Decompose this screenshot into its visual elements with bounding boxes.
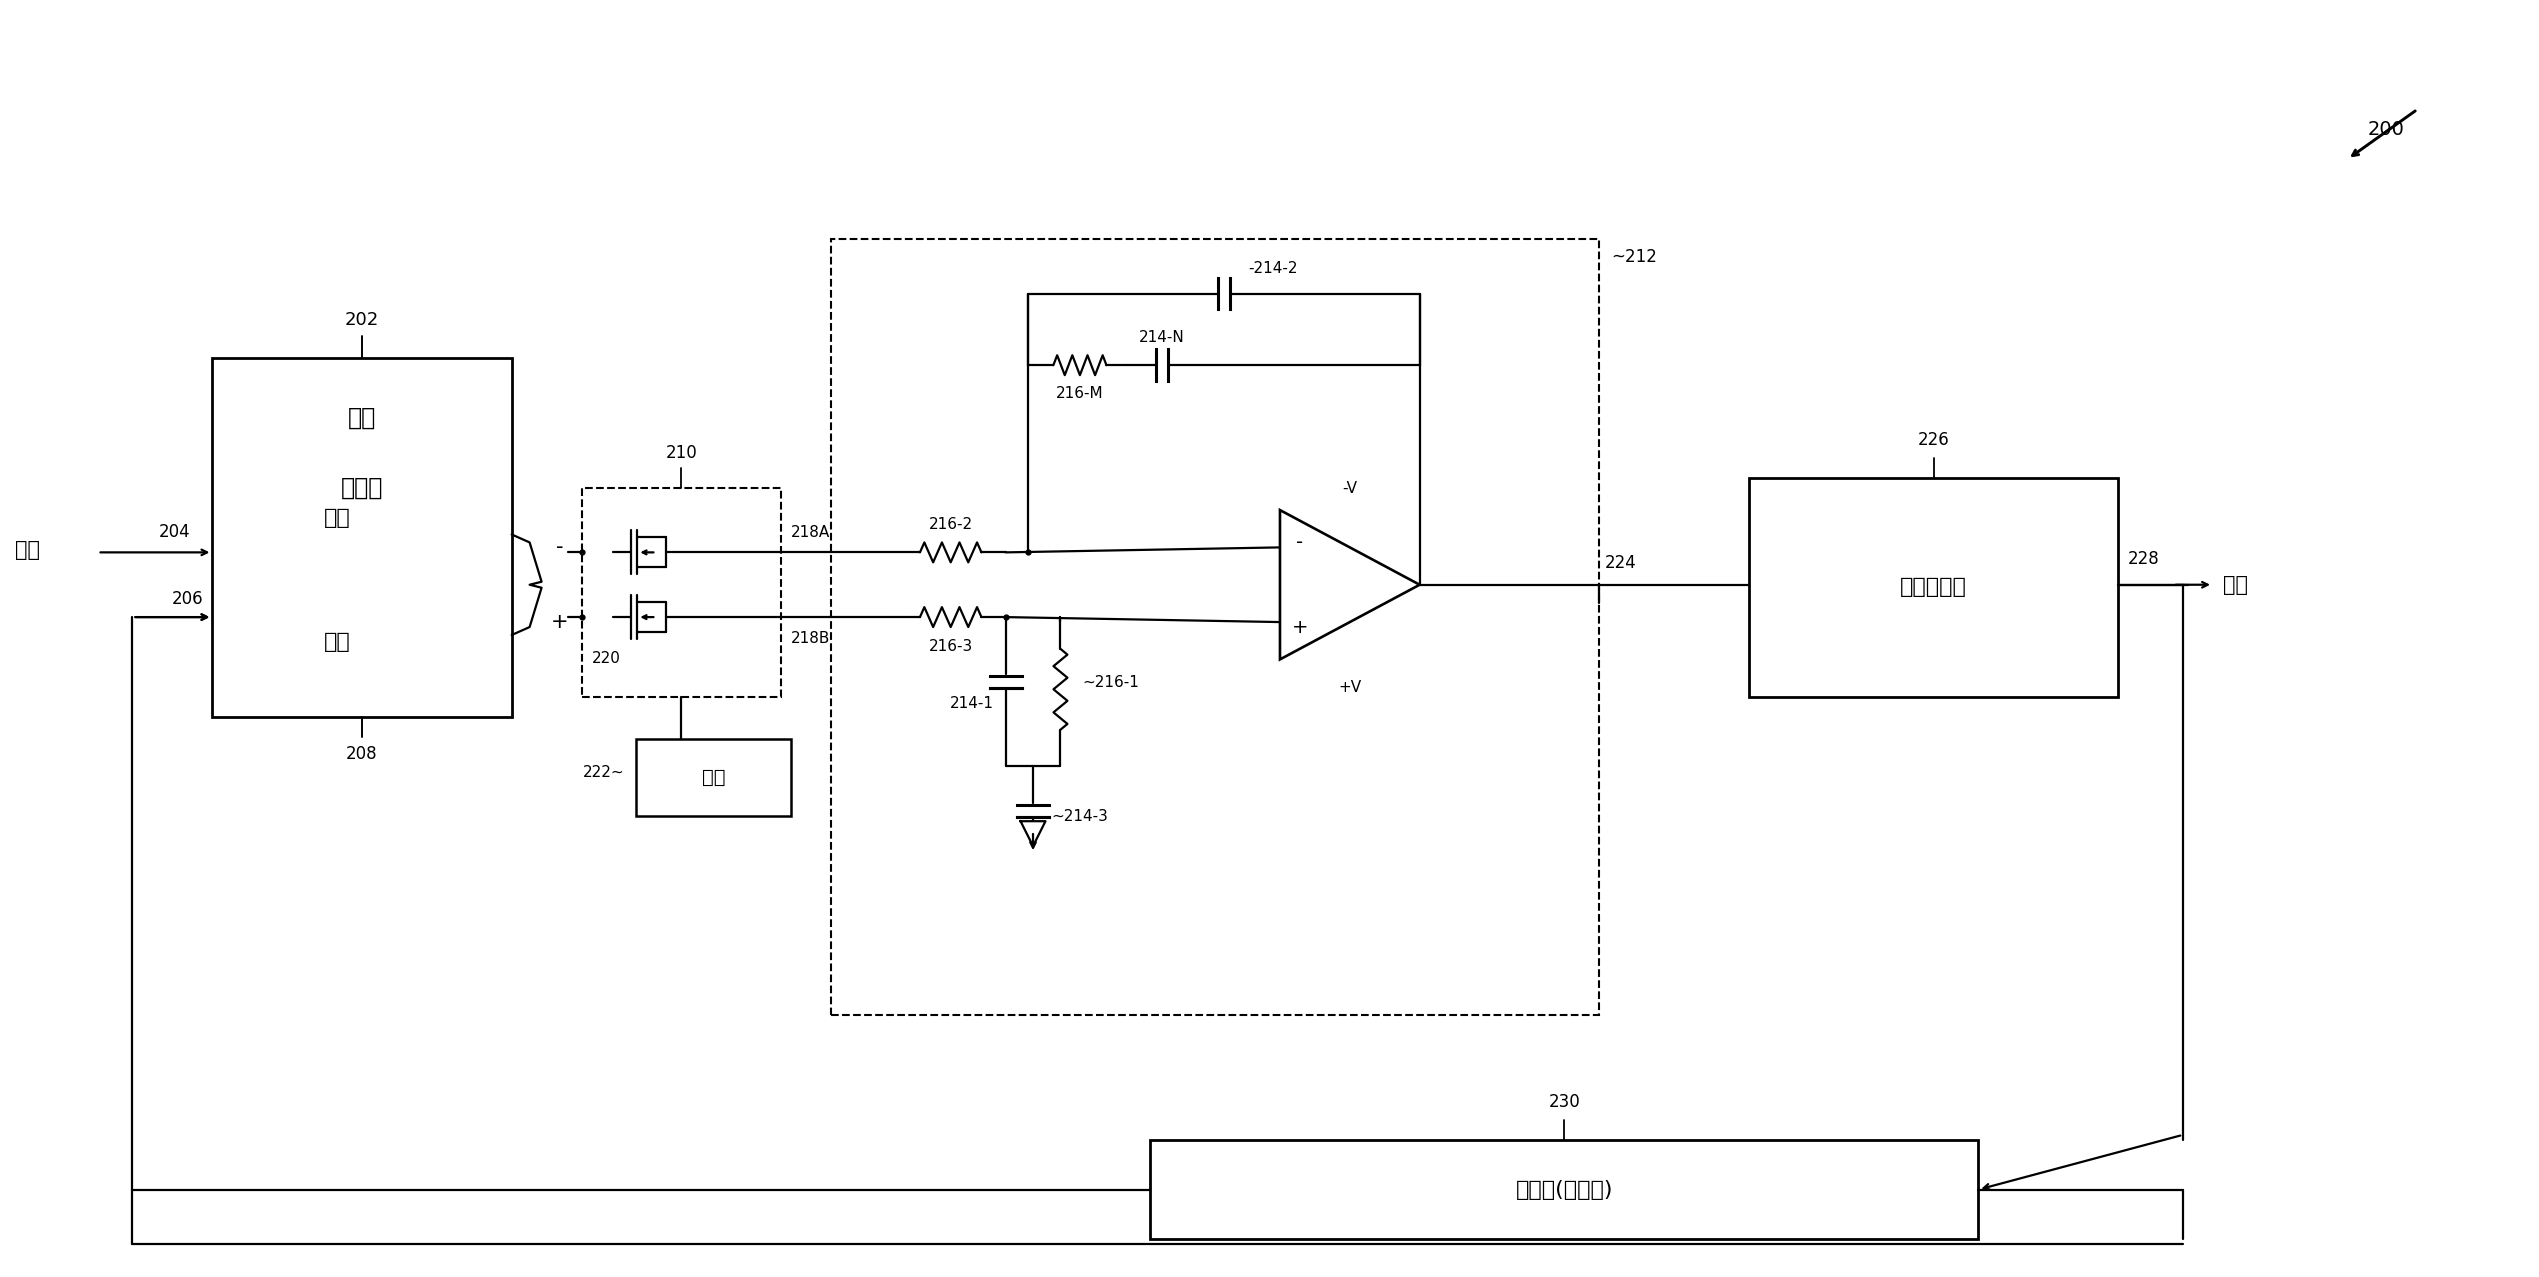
Text: 反馈: 反馈 <box>322 632 350 653</box>
Bar <box>581 488 782 697</box>
Text: +: + <box>1292 618 1308 636</box>
Text: -: - <box>1297 533 1303 552</box>
Text: 230: 230 <box>1549 1093 1579 1111</box>
Text: ~212: ~212 <box>1612 248 1658 266</box>
Text: 208: 208 <box>345 746 378 764</box>
Text: 检测器: 检测器 <box>340 475 383 499</box>
Bar <box>830 239 1600 1015</box>
Text: 216-2: 216-2 <box>929 517 972 533</box>
Text: 压控振荚器: 压控振荚器 <box>1899 577 1968 598</box>
Text: 216-3: 216-3 <box>929 640 972 655</box>
Text: 214-N: 214-N <box>1140 329 1186 345</box>
Text: 输入: 输入 <box>15 540 41 561</box>
Text: -V: -V <box>1343 480 1358 495</box>
Text: 206: 206 <box>173 590 203 608</box>
Text: 224: 224 <box>1605 554 1635 572</box>
Text: 216-M: 216-M <box>1056 386 1104 401</box>
Text: 输出: 输出 <box>2224 575 2247 595</box>
Text: 222~: 222~ <box>584 765 625 780</box>
Text: 214-1: 214-1 <box>950 696 993 711</box>
Text: 200: 200 <box>2366 120 2404 139</box>
Text: -: - <box>556 538 564 557</box>
Text: 210: 210 <box>665 444 698 462</box>
Text: 分频器(可选的): 分频器(可选的) <box>1516 1180 1612 1199</box>
Text: 相位: 相位 <box>348 406 376 430</box>
Bar <box>1150 1140 1978 1240</box>
Text: 202: 202 <box>345 312 378 329</box>
Bar <box>213 359 513 716</box>
Text: 204: 204 <box>157 524 190 541</box>
Text: 226: 226 <box>1917 430 1950 450</box>
Bar <box>1749 478 2118 697</box>
Text: ~214-3: ~214-3 <box>1051 808 1107 824</box>
Text: 基准: 基准 <box>322 507 350 527</box>
Text: 228: 228 <box>2128 550 2161 568</box>
Text: -214-2: -214-2 <box>1249 261 1297 276</box>
Text: 218B: 218B <box>792 632 830 646</box>
Text: 218A: 218A <box>792 525 830 540</box>
Text: +: + <box>551 612 569 632</box>
Text: 220: 220 <box>592 651 620 667</box>
Text: ~216-1: ~216-1 <box>1082 674 1140 690</box>
Text: +V: +V <box>1338 679 1361 695</box>
Bar <box>637 738 792 816</box>
Text: 保持: 保持 <box>701 767 726 787</box>
